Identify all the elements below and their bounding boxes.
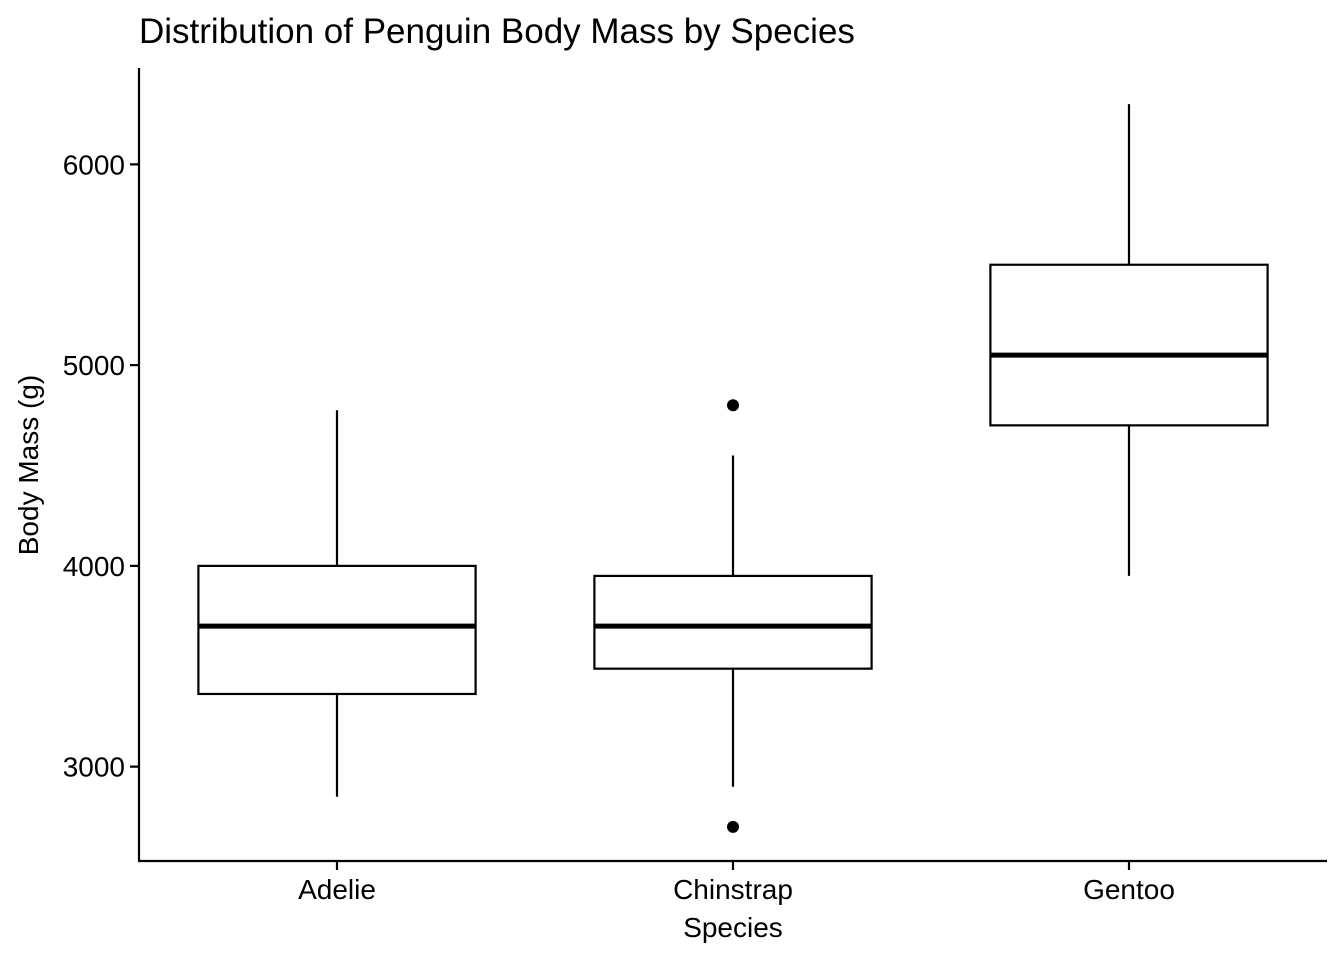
y-tick-label: 3000 — [63, 752, 125, 783]
y-tick-label: 5000 — [63, 350, 125, 381]
box-adelie — [197, 410, 477, 797]
y-tick-label: 4000 — [63, 551, 125, 582]
box-chinstrap — [593, 399, 873, 833]
x-ticks: Adelie Chinstrap Gentoo — [298, 861, 1175, 905]
outlier-point — [727, 399, 739, 412]
iqr-box — [197, 564, 477, 696]
y-tick-label: 6000 — [63, 149, 125, 180]
x-tick-label: Chinstrap — [673, 874, 793, 905]
iqr-box — [989, 263, 1269, 427]
box-gentoo — [989, 104, 1269, 576]
outlier-point — [727, 820, 739, 833]
x-tick-label: Adelie — [298, 874, 376, 905]
y-axis-label: Body Mass (g) — [13, 375, 44, 556]
iqr-box — [593, 574, 873, 670]
y-ticks: 3000 4000 5000 6000 — [63, 149, 139, 783]
chart-title: Distribution of Penguin Body Mass by Spe… — [139, 12, 855, 51]
x-tick-label: Gentoo — [1083, 874, 1175, 905]
plot-area — [197, 104, 1269, 833]
x-axis-label: Species — [683, 912, 783, 943]
